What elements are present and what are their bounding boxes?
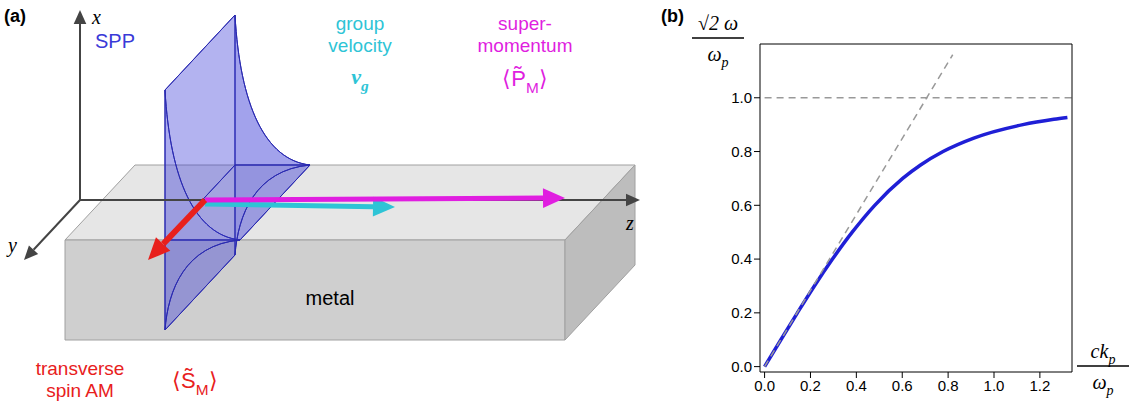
svg-text:0.2: 0.2 — [800, 377, 821, 394]
svg-text:1.2: 1.2 — [1029, 377, 1050, 394]
svg-text:0.4: 0.4 — [846, 377, 867, 394]
svg-text:1.0: 1.0 — [731, 89, 752, 106]
svg-text:0.6: 0.6 — [731, 197, 752, 214]
svg-text:0.2: 0.2 — [731, 304, 752, 321]
svg-text:⟨S̃M⟩: ⟨S̃M⟩ — [172, 368, 218, 398]
svg-text:z: z — [625, 212, 634, 234]
svg-text:ωp: ωp — [1092, 371, 1113, 398]
svg-text:(b): (b) — [661, 6, 684, 26]
svg-text:√2 ω: √2 ω — [698, 12, 738, 34]
svg-text:transverse: transverse — [36, 358, 125, 379]
svg-text:0.0: 0.0 — [754, 377, 775, 394]
svg-text:ωp: ωp — [707, 43, 728, 70]
svg-text:x: x — [91, 6, 101, 28]
svg-text:0.8: 0.8 — [731, 143, 752, 160]
svg-text:velocity: velocity — [328, 35, 392, 56]
svg-text:super-: super- — [498, 13, 552, 34]
svg-text:(a): (a) — [4, 6, 26, 26]
svg-text:0.6: 0.6 — [892, 377, 913, 394]
svg-text:momentum: momentum — [477, 35, 572, 56]
svg-text:metal: metal — [306, 287, 355, 309]
svg-text:0.4: 0.4 — [731, 250, 752, 267]
svg-text:group: group — [336, 13, 385, 34]
svg-text:1.0: 1.0 — [984, 377, 1005, 394]
svg-text:0.8: 0.8 — [938, 377, 959, 394]
svg-text:vg: vg — [351, 64, 369, 94]
svg-text:0.0: 0.0 — [731, 358, 752, 375]
svg-text:ckp: ckp — [1091, 340, 1116, 367]
svg-text:spin AM: spin AM — [46, 380, 114, 401]
svg-text:⟨P̃M⟩: ⟨P̃M⟩ — [502, 66, 548, 96]
svg-text:y: y — [6, 234, 17, 257]
svg-text:SPP: SPP — [95, 30, 135, 52]
